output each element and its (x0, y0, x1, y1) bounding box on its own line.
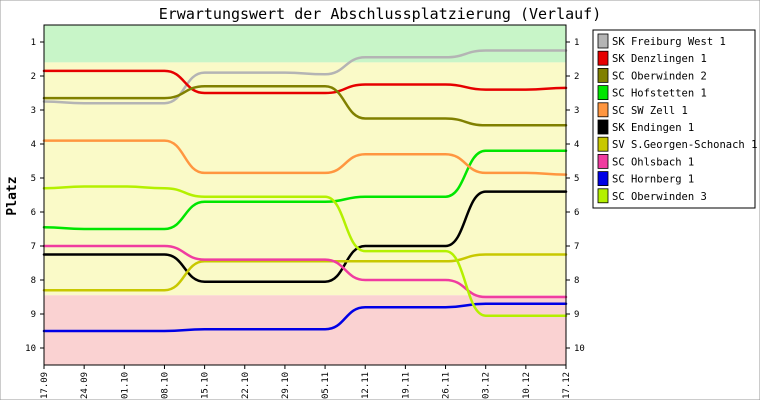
x-tick-label: 29.10 (281, 372, 291, 399)
y-tick-label-left: 9 (31, 310, 36, 320)
series-line-5 (42, 139, 568, 176)
background-band-2 (44, 62, 566, 296)
x-tick-label: 22.10 (241, 372, 251, 399)
x-axis-ticks: 17.09 24.09 01.10 08.10 15.10 22.10 29.10 05.11… (40, 365, 572, 399)
legend-swatch (597, 136, 609, 152)
legend-entry-label: SC Oberwinden 2 (612, 70, 707, 82)
y-axis-label: Platz (5, 176, 20, 215)
series-line-1 (42, 49, 568, 105)
y-axis-ticks: 1 1 2 2 3 3 4 4 5 5 6 6 7 7 8 8 9 9 10 10 (25, 38, 585, 354)
series-line-3 (42, 84, 568, 127)
legend-entry-label: SC Oberwinden 3 (612, 191, 707, 203)
y-tick-label-right: 10 (574, 344, 585, 354)
x-tick-label: 26.11 (442, 372, 452, 399)
x-tick-label: 10.12 (522, 372, 532, 399)
x-tick-label: 17.12 (562, 372, 572, 399)
y-tick-label-right: 3 (574, 106, 579, 116)
series-line-8 (42, 244, 568, 299)
y-tick-label-right: 7 (574, 242, 579, 252)
x-tick-label: 24.09 (80, 372, 90, 399)
series-line-7 (42, 253, 568, 292)
legend-swatch (597, 33, 609, 49)
y-tick-label-right: 8 (574, 276, 579, 286)
y-tick-label-left: 1 (31, 38, 36, 48)
series-line-2 (42, 69, 568, 95)
y-tick-label-right: 4 (574, 140, 579, 150)
legend-entry-label: SC Hofstetten 1 (612, 88, 707, 100)
y-tick-label-right: 2 (574, 72, 579, 82)
legend-entry-label: SK Endingen 1 (612, 122, 694, 134)
chart-title: Erwartungswert der Abschlussplatzierung … (159, 5, 602, 23)
legend-entry-label: SC SW Zell 1 (612, 105, 688, 117)
x-tick-label: 19.11 (401, 372, 411, 399)
legend-swatch (597, 119, 609, 135)
series-lines (42, 49, 568, 333)
series-line-10 (42, 185, 568, 317)
background-band-1 (44, 25, 566, 63)
legend: SK Freiburg West 1 SK Denzlingen 1 SC Ober… (592, 29, 757, 209)
legend-entry-label: SC Hornberg 1 (612, 174, 694, 186)
y-tick-label-left: 4 (31, 140, 36, 150)
x-tick-label: 05.11 (321, 372, 331, 399)
legend-box (592, 29, 756, 209)
x-tick-label: 15.10 (201, 372, 211, 399)
x-tick-label: 12.11 (361, 372, 371, 399)
x-tick-label: 17.09 (40, 372, 50, 399)
y-tick-label-left: 10 (25, 344, 36, 354)
plot-frame (43, 24, 567, 366)
series-line-4 (42, 149, 568, 231)
y-tick-label-left: 8 (31, 276, 36, 286)
legend-swatch (597, 153, 609, 169)
y-tick-label-right: 9 (574, 310, 579, 320)
background-bands (44, 25, 566, 365)
legend-swatch (597, 50, 609, 66)
y-tick-label-right: 6 (574, 208, 579, 218)
y-tick-label-right: 1 (574, 38, 579, 48)
legend-swatch (597, 68, 609, 83)
y-tick-label-left: 6 (31, 208, 36, 218)
y-tick-label-left: 3 (31, 106, 36, 116)
legend-swatch (597, 188, 609, 204)
y-tick-label-left: 2 (31, 72, 36, 82)
series-line-9 (42, 302, 568, 333)
legend-entry-label: SC Ohlsbach 1 (612, 156, 694, 168)
x-tick-label: 08.10 (160, 372, 170, 399)
legend-entry-label: SK Denzlingen 1 (612, 53, 707, 65)
legend-swatch (597, 171, 609, 187)
y-tick-label-right: 5 (574, 174, 579, 184)
legend-swatch (597, 102, 609, 118)
legend-swatch (597, 85, 609, 100)
y-tick-label-left: 5 (31, 174, 36, 184)
legend-entry-label: SK Freiburg West 1 (612, 36, 726, 48)
y-tick-label-left: 7 (31, 242, 36, 252)
x-tick-label: 03.12 (482, 372, 492, 399)
x-tick-label: 01.10 (120, 372, 130, 399)
legend-entry-label: SV S.Georgen-Schonach 1 (612, 139, 757, 151)
series-line-6 (42, 190, 568, 283)
